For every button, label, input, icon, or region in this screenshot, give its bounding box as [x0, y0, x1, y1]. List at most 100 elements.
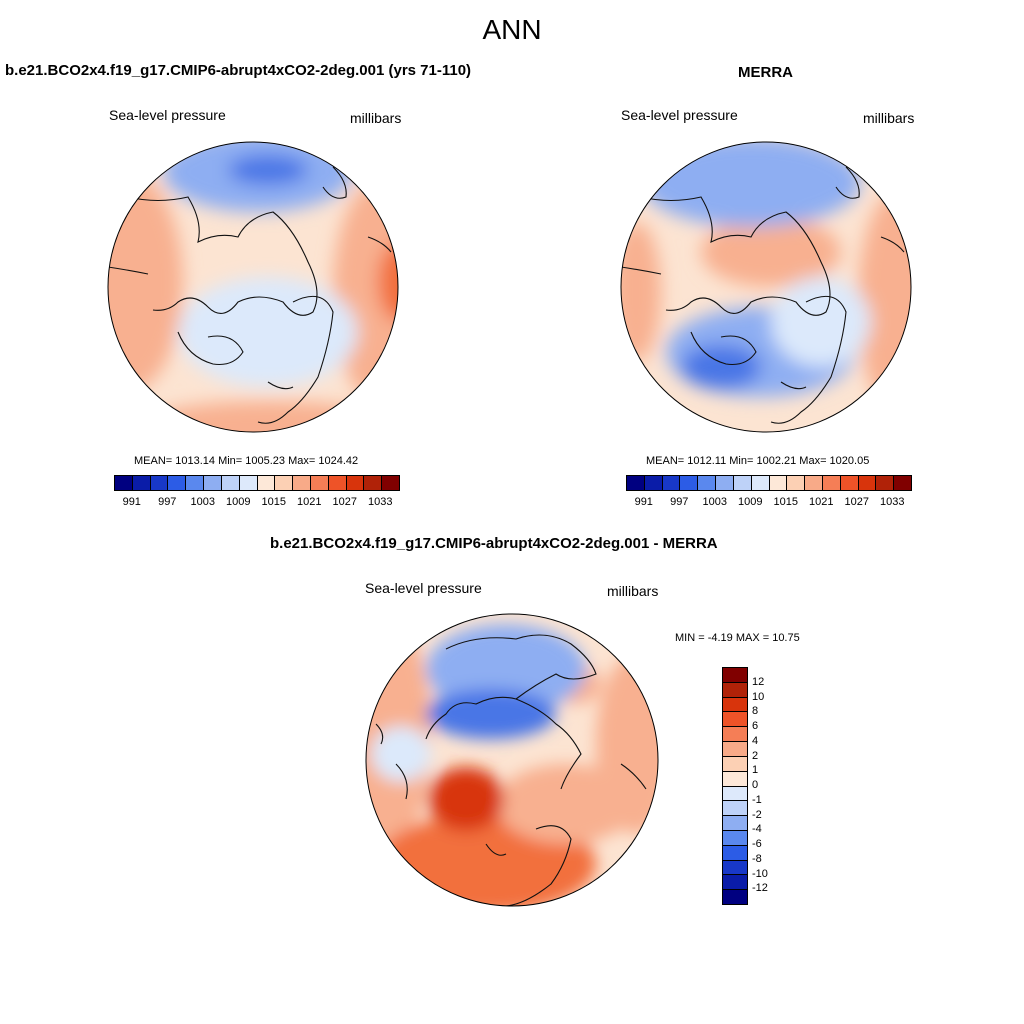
- colorbar-swatch: [723, 668, 747, 683]
- obs-cool-region-north: [641, 142, 861, 227]
- colorbar-swatch: [698, 476, 717, 490]
- colorbar-swatch: [115, 476, 133, 490]
- obs-variable-label: Sea-level pressure: [621, 107, 738, 123]
- obs-polar-map: [620, 141, 912, 433]
- diff-variable-label: Sea-level pressure: [365, 580, 482, 596]
- obs-coastlines: [621, 166, 905, 424]
- model-cool-core-north: [228, 155, 308, 185]
- colorbar-tick-label: 1009: [226, 496, 251, 508]
- model-units-label: millibars: [350, 110, 402, 126]
- colorbar-swatch: [723, 771, 747, 787]
- colorbar-swatch: [627, 476, 645, 490]
- colorbar-swatch: [723, 786, 747, 802]
- diff-warm-core: [428, 767, 504, 831]
- colorbar-tick-label: 997: [670, 496, 689, 508]
- model-map-border: [107, 141, 399, 433]
- colorbar-tick-label: 1027: [332, 496, 357, 508]
- colorbar-swatch: [328, 476, 347, 490]
- colorbar-swatch: [723, 727, 747, 743]
- colorbar-swatch: [346, 476, 365, 490]
- colorbar-swatch: [787, 476, 806, 490]
- colorbar-tick-label: 6: [752, 720, 759, 732]
- colorbar-swatch: [644, 476, 663, 490]
- colorbar-swatch: [204, 476, 222, 490]
- diff-cool-core: [426, 689, 556, 739]
- colorbar-swatch: [150, 476, 169, 490]
- colorbar-tick-label: 1003: [190, 496, 215, 508]
- colorbar-swatch: [723, 816, 747, 831]
- obs-cool-core-arctic: [681, 345, 761, 389]
- colorbar-swatch: [769, 476, 788, 490]
- colorbar-swatch: [723, 756, 747, 772]
- colorbar-swatch: [662, 476, 681, 490]
- obs-panel-title: MERRA: [738, 64, 793, 81]
- obs-cool-region-east: [771, 277, 871, 367]
- model-polar-map: [107, 141, 399, 433]
- colorbar-tick-label: 1003: [702, 496, 727, 508]
- diff-polar-map: [365, 613, 659, 907]
- colorbar-tick-label: 1: [752, 764, 759, 777]
- colorbar-tick-label: 1009: [738, 496, 763, 508]
- figure-title: ANN: [482, 14, 542, 45]
- colorbar-tick-label: -12: [752, 882, 768, 895]
- colorbar-tick-label: 1021: [809, 496, 834, 508]
- model-variable-label: Sea-level pressure: [109, 107, 226, 123]
- colorbar-tick-label: -6: [752, 838, 762, 850]
- colorbar-swatch: [275, 476, 294, 490]
- colorbar-tick-label: -8: [752, 852, 762, 865]
- colorbar-swatch: [723, 890, 747, 904]
- colorbar-tick-label: -1: [752, 793, 762, 806]
- model-coastlines: [108, 166, 392, 424]
- colorbar-tick-label: 1033: [368, 496, 393, 508]
- colorbar-swatch: [168, 476, 187, 490]
- colorbar-swatch: [132, 476, 151, 490]
- colorbar-tick-label: 991: [634, 496, 653, 508]
- colorbar-swatch: [382, 476, 399, 490]
- colorbar-tick-label: 2: [752, 749, 759, 762]
- colorbar-swatch: [257, 476, 276, 490]
- colorbar-tick-label: 1015: [773, 496, 798, 508]
- obs-colorbar-labels: 991 997 1003 1009 1015 1021 1027 1033: [626, 496, 910, 510]
- model-colorbar: [114, 475, 400, 491]
- colorbar-swatch: [364, 476, 383, 490]
- colorbar-swatch: [840, 476, 859, 490]
- colorbar-swatch: [894, 476, 911, 490]
- colorbar-swatch: [822, 476, 841, 490]
- colorbar-tick-label: 10: [752, 690, 765, 703]
- colorbar-swatch: [723, 742, 747, 757]
- colorbar-swatch: [186, 476, 205, 490]
- model-warm-region-west: [108, 172, 183, 392]
- colorbar-tick-label: 1015: [261, 496, 286, 508]
- obs-stats: MEAN= 1012.11 Min= 1002.21 Max= 1020.05: [646, 455, 870, 467]
- colorbar-swatch: [723, 845, 747, 861]
- diff-cool-region-southwest: [371, 726, 431, 782]
- colorbar-swatch: [293, 476, 311, 490]
- obs-units-label: millibars: [863, 110, 915, 126]
- diff-colorbar: [722, 667, 748, 905]
- colorbar-tick-label: 12: [752, 675, 765, 688]
- colorbar-swatch: [805, 476, 823, 490]
- colorbar-swatch: [310, 476, 329, 490]
- colorbar-swatch: [723, 875, 747, 891]
- colorbar-swatch: [733, 476, 752, 490]
- colorbar-swatch: [876, 476, 895, 490]
- diff-stats: MIN = -4.19 MAX = 10.75: [675, 632, 800, 644]
- colorbar-tick-label: 997: [158, 496, 177, 508]
- obs-warm-region-west: [621, 222, 661, 362]
- colorbar-swatch: [723, 830, 747, 846]
- colorbar-swatch: [680, 476, 699, 490]
- obs-warm-region-center: [701, 217, 841, 287]
- model-colorbar-labels: 991 997 1003 1009 1015 1021 1027 1033: [114, 496, 398, 510]
- colorbar-swatch: [858, 476, 877, 490]
- diff-coastlines: [375, 634, 647, 906]
- colorbar-tick-label: 1033: [880, 496, 905, 508]
- obs-warm-region-east: [858, 192, 911, 412]
- colorbar-tick-label: 4: [752, 734, 759, 747]
- diff-panel-title: b.e21.BCO2x4.f19_g17.CMIP6-abrupt4xCO2-2…: [270, 535, 718, 552]
- diff-units-label: millibars: [607, 583, 659, 599]
- diff-colorbar-labels: 12 10 8 6 4 2 1 0 -1 -2 -4 -6 -8 -10 -12: [752, 667, 792, 903]
- colorbar-swatch: [221, 476, 240, 490]
- colorbar-swatch: [723, 712, 747, 728]
- colorbar-tick-label: -10: [752, 867, 768, 880]
- colorbar-tick-label: 1027: [844, 496, 869, 508]
